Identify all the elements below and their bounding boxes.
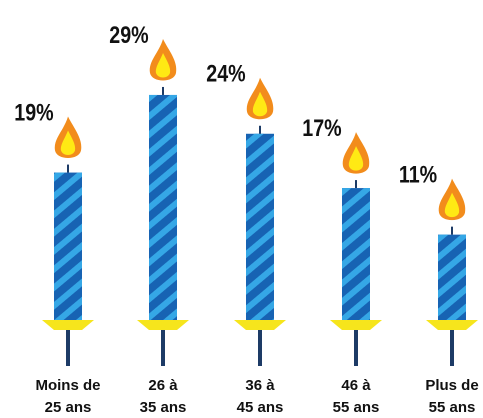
- holder: [234, 320, 286, 330]
- flame-inner: [348, 146, 364, 171]
- holder: [330, 320, 382, 330]
- value-label: 29%: [109, 21, 148, 48]
- flame-inner: [155, 52, 171, 78]
- value-label: 19%: [14, 99, 53, 126]
- x-tick-label: Moins de: [35, 377, 100, 394]
- flame-inner: [252, 91, 268, 117]
- x-tick-label: 55 ans: [429, 399, 476, 416]
- candle: 29%: [109, 21, 189, 366]
- holder: [137, 320, 189, 330]
- x-tick-label: 26 à: [148, 377, 178, 394]
- x-tick-label: 35 ans: [140, 399, 187, 416]
- flame-inner: [444, 192, 460, 218]
- candle-stripes: [54, 172, 82, 320]
- flame-inner: [60, 130, 76, 156]
- value-label: 24%: [206, 60, 245, 87]
- holder: [42, 320, 94, 330]
- candle: 24%: [206, 60, 286, 366]
- x-tick-label: 45 ans: [237, 399, 284, 416]
- value-label: 17%: [302, 114, 341, 141]
- candle: 17%: [302, 114, 382, 366]
- candle-stripes: [246, 133, 274, 320]
- x-tick-label: Plus de: [425, 377, 478, 394]
- candle-stripes: [149, 94, 177, 321]
- holder: [426, 320, 478, 330]
- candle-stripes: [342, 188, 370, 320]
- value-label: 11%: [399, 161, 437, 188]
- candle: 11%: [399, 161, 478, 366]
- candle-stripes: [438, 234, 466, 320]
- x-tick-label: 36 à: [245, 377, 275, 394]
- x-tick-label: 25 ans: [45, 399, 92, 416]
- x-tick-label: 55 ans: [333, 399, 380, 416]
- candle: 19%: [14, 99, 94, 366]
- x-tick-label: 46 à: [341, 377, 371, 394]
